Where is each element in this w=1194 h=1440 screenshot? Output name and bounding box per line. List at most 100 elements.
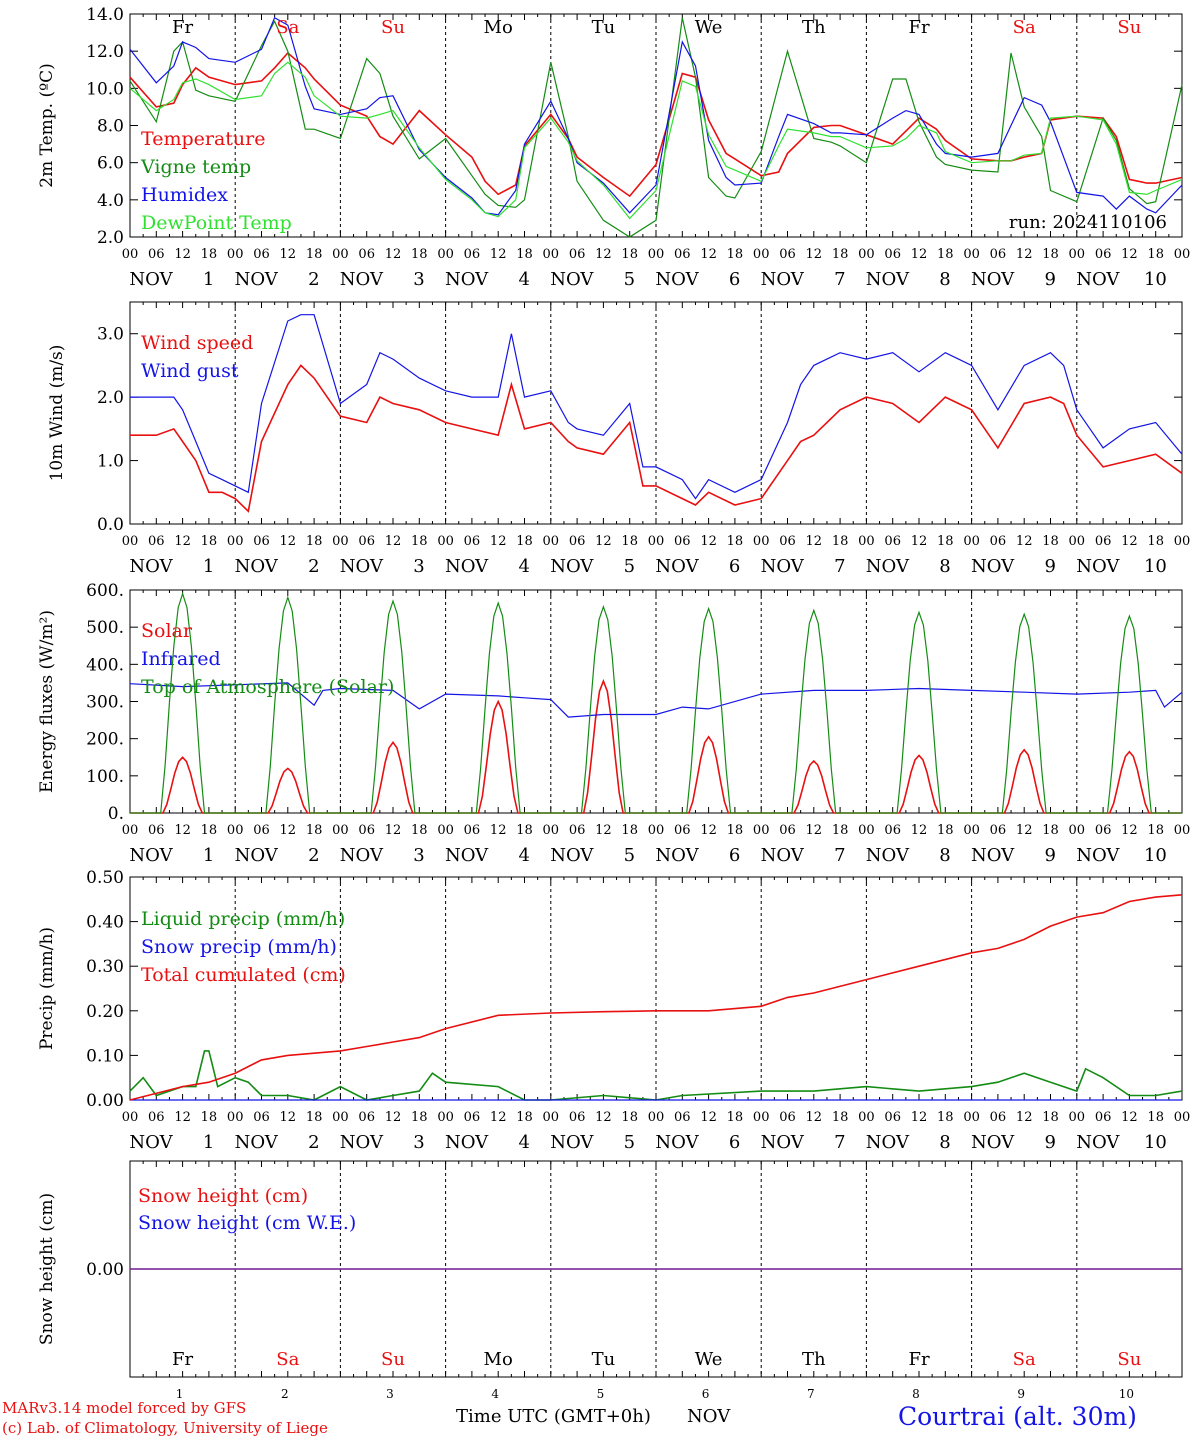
x-hour-label: 06	[990, 1110, 1007, 1125]
x-hour-label: 06	[253, 823, 270, 838]
x-hour-label: 18	[1147, 534, 1164, 549]
x-hour-label: 12	[911, 247, 928, 262]
x-month-label: NOV	[340, 556, 384, 577]
x-day-number: 1	[203, 845, 214, 866]
legend-entry: Solar	[141, 620, 193, 642]
x-day-number: 1	[203, 269, 214, 290]
x-month-label: NOV	[235, 556, 279, 577]
y-tick-label: 0.	[108, 804, 124, 824]
day-number-small: 9	[1017, 1387, 1025, 1401]
x-day-number: 9	[1044, 1132, 1055, 1153]
x-hour-label: 12	[280, 1110, 297, 1125]
legend-entry: Snow height (cm)	[138, 1185, 308, 1207]
x-day-number: 9	[1044, 556, 1055, 577]
x-hour-label: 00	[332, 534, 349, 549]
x-hour-label: 00	[858, 823, 875, 838]
x-day-number: 4	[518, 556, 529, 577]
x-hour-label: 06	[569, 1110, 586, 1125]
x-month-label: NOV	[235, 269, 279, 290]
x-hour-label: 18	[727, 823, 744, 838]
x-hour-label: 00	[437, 823, 454, 838]
x-day-number: 6	[729, 845, 740, 866]
x-hour-label: 12	[385, 1110, 402, 1125]
y-axis-label: Snow height (cm)	[37, 1193, 57, 1345]
x-hour-label: 12	[174, 247, 191, 262]
day-name-label: Sa	[276, 1349, 299, 1370]
day-name-label: Tu	[592, 1349, 616, 1370]
x-hour-label: 06	[464, 247, 481, 262]
x-hour-label: 00	[648, 247, 665, 262]
day-name-label: Su	[381, 1349, 405, 1370]
x-month-label: NOV	[445, 1132, 489, 1153]
legend-entry: Temperature	[141, 128, 265, 150]
x-hour-label: 12	[490, 534, 507, 549]
day-number-small: 4	[491, 1387, 499, 1401]
x-hour-label: 00	[227, 247, 244, 262]
x-hour-label: 06	[1095, 1110, 1112, 1125]
x-hour-label: 18	[621, 1110, 638, 1125]
x-month-label: NOV	[129, 556, 173, 577]
x-hour-label: 12	[700, 823, 717, 838]
x-hour-label: 12	[385, 534, 402, 549]
x-hour-label: 06	[358, 1110, 375, 1125]
x-hour-label: 18	[201, 247, 218, 262]
legend-entry: Infrared	[141, 648, 221, 670]
x-hour-label: 00	[227, 1110, 244, 1125]
x-month-label: NOV	[761, 845, 805, 866]
x-day-number: 8	[939, 556, 950, 577]
x-month-label: NOV	[761, 269, 805, 290]
x-hour-label: 00	[122, 823, 139, 838]
x-hour-label: 12	[280, 534, 297, 549]
x-hour-label: 06	[884, 247, 901, 262]
x-day-number: 10	[1144, 1132, 1167, 1153]
x-month-label: NOV	[655, 1132, 699, 1153]
day-name-label: Sa	[1013, 1349, 1036, 1370]
x-day-number: 3	[413, 845, 424, 866]
x-hour-label: 06	[148, 534, 165, 549]
x-hour-label: 12	[1016, 534, 1033, 549]
x-hour-label: 18	[621, 247, 638, 262]
y-tick-label: 0.30	[86, 957, 124, 977]
x-day-number: 5	[624, 1132, 635, 1153]
x-hour-label: 18	[516, 1110, 533, 1125]
x-day-number: 2	[308, 269, 319, 290]
x-day-number: 6	[729, 1132, 740, 1153]
x-hour-label: 12	[911, 1110, 928, 1125]
x-day-number: 7	[834, 1132, 845, 1153]
day-name-label: Fr	[172, 17, 193, 38]
x-hour-label: 00	[332, 1110, 349, 1125]
x-hour-label: 12	[595, 247, 612, 262]
x-day-number: 7	[834, 845, 845, 866]
series-line-infrared	[129, 682, 1183, 718]
x-hour-label: 18	[937, 1110, 954, 1125]
x-day-number: 5	[624, 269, 635, 290]
legend-entry: Total cumulated (cm)	[141, 964, 346, 986]
x-hour-label: 06	[464, 1110, 481, 1125]
x-month-label: NOV	[235, 1132, 279, 1153]
y-tick-label: 0.40	[86, 913, 124, 933]
x-hour-label: 12	[280, 247, 297, 262]
y-tick-label: 0.0	[97, 515, 124, 535]
x-hour-label: 18	[937, 823, 954, 838]
x-hour-label: 18	[411, 823, 428, 838]
x-hour-label: 06	[464, 823, 481, 838]
x-hour-label: 18	[1042, 247, 1059, 262]
y-tick-label: 100.	[86, 767, 124, 787]
day-name-label: Th	[802, 17, 826, 38]
x-hour-label: 12	[490, 247, 507, 262]
x-month-label: NOV	[1076, 269, 1120, 290]
x-hour-label: 00	[122, 247, 139, 262]
x-month-label: NOV	[129, 269, 173, 290]
day-name-label: We	[695, 17, 723, 38]
day-number-small: 8	[912, 1387, 920, 1401]
x-hour-label: 06	[569, 247, 586, 262]
x-hour-label: 06	[674, 823, 691, 838]
legend-entry: Snow precip (mm/h)	[141, 936, 337, 958]
x-month-label: NOV	[129, 845, 173, 866]
x-day-number: 2	[308, 556, 319, 577]
x-hour-label: 06	[569, 534, 586, 549]
x-month-label: NOV	[655, 845, 699, 866]
x-hour-label: 18	[201, 1110, 218, 1125]
x-hour-label: 06	[148, 823, 165, 838]
time-axis-month: NOV	[687, 1406, 731, 1427]
